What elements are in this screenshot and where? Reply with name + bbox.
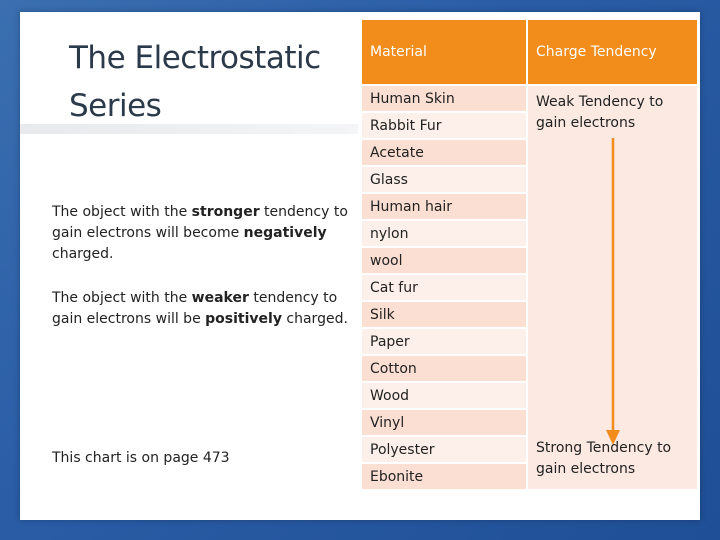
electrostatic-series-table: Material Charge Tendency Human Skin Weak …	[360, 18, 699, 491]
table-row: Acetate	[360, 138, 698, 167]
table-row: Polyester	[360, 435, 698, 464]
table-row: Cotton	[360, 354, 698, 383]
table-row: Wood	[360, 381, 698, 410]
table-row: Paper	[360, 327, 698, 356]
negative-charge-note: The object with the stronger tendency to…	[52, 202, 352, 265]
table-row: nylon	[360, 219, 698, 248]
charge-tendency-header: Charge Tendency	[526, 18, 699, 86]
arrow-head	[606, 430, 620, 445]
note-emphasis: positively	[205, 311, 282, 327]
material-cell: Glass	[360, 165, 528, 194]
page-reference: This chart is on page 473	[52, 450, 230, 466]
table-row: Cat fur	[360, 273, 698, 302]
positive-charge-note: The object with the weaker tendency to g…	[52, 288, 352, 330]
table-row: Human Skin Weak Tendency to gain electron…	[360, 84, 699, 491]
note-text: tendency to gain electrons will become	[52, 204, 348, 241]
material-cell: Acetate	[360, 138, 528, 167]
note-emphasis: negatively	[243, 225, 327, 241]
note-emphasis: weaker	[191, 290, 249, 306]
note-text: The object with the	[52, 204, 192, 220]
material-cell: Wood	[360, 381, 528, 410]
table-row: Ebonite	[360, 462, 698, 491]
note-emphasis: stronger	[191, 204, 260, 220]
note-text: charged.	[52, 246, 114, 262]
table-header-row: Material Charge Tendency	[360, 18, 699, 86]
material-cell: Human Skin	[360, 84, 528, 113]
note-text: The object with the	[52, 290, 192, 306]
slide: The Electrostatic Series The object with…	[20, 12, 700, 520]
material-cell: Human hair	[360, 192, 528, 221]
strong-tendency-label: Strong Tendency to gain electrons	[536, 440, 672, 477]
material-cell: wool	[360, 246, 528, 275]
material-cell: Silk	[360, 300, 528, 329]
table-row: wool	[360, 246, 698, 275]
table-row: Vinyl	[360, 408, 698, 437]
table-row: Rabbit Fur	[360, 111, 698, 140]
material-cell: Ebonite	[360, 462, 528, 491]
table-body: Human Skin Weak Tendency to gain electron…	[360, 84, 699, 491]
material-cell: Cat fur	[360, 273, 528, 302]
slide-title: The Electrostatic Series	[69, 40, 321, 124]
weak-tendency-label: Weak Tendency to gain electrons	[536, 94, 664, 131]
material-cell: Vinyl	[360, 408, 528, 437]
material-cell: Polyester	[360, 435, 528, 464]
note-text: charged.	[281, 311, 348, 327]
charge-tendency-cell: Weak Tendency to gain electrons Strong Te…	[526, 84, 699, 491]
material-cell: nylon	[360, 219, 528, 248]
material-cell: Paper	[360, 327, 528, 356]
table-row: Glass	[360, 165, 698, 194]
table-row: Silk	[360, 300, 698, 329]
table-row: Human hair	[360, 192, 698, 221]
material-cell: Cotton	[360, 354, 528, 383]
material-header: Material	[360, 18, 528, 86]
note-text: tendency to gain electrons will be	[52, 290, 338, 327]
title-divider	[20, 124, 358, 134]
material-cell: Rabbit Fur	[360, 111, 528, 140]
tendency-arrow-icon	[606, 138, 620, 445]
